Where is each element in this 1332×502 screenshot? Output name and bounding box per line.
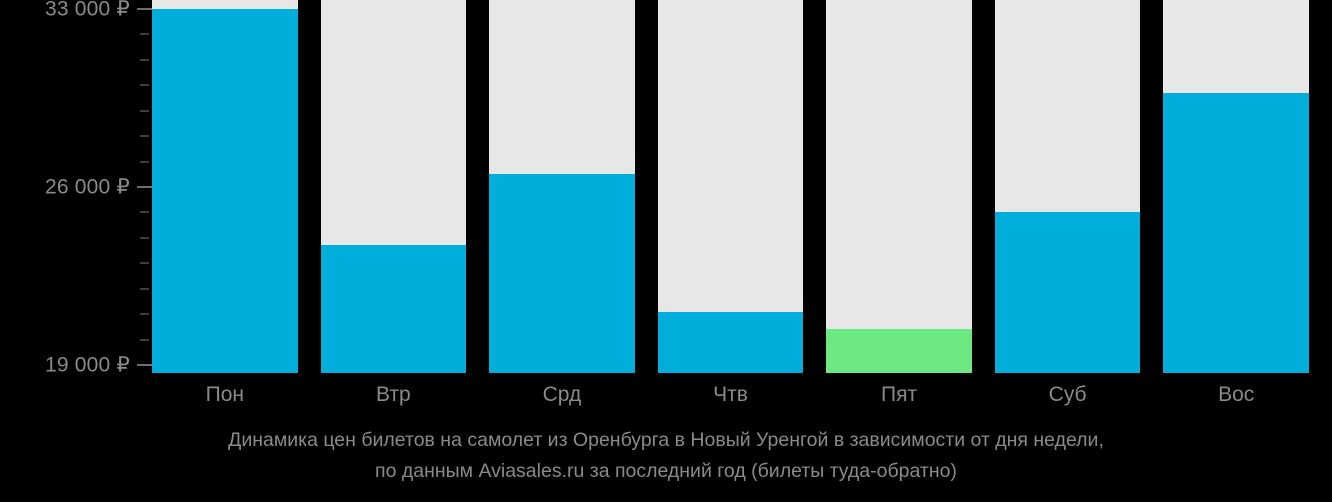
y-axis-label: 26 000 ₽ <box>44 175 130 199</box>
y-axis-tick-minor <box>140 58 149 61</box>
x-axis-label-вос: Вос <box>1218 383 1255 406</box>
y-axis-tick-minor <box>140 338 149 341</box>
chart-caption: Динамика цен билетов на самолет из Оренб… <box>0 425 1332 487</box>
x-axis-label-пон: Пон <box>205 383 244 406</box>
bar-fill <box>152 9 298 373</box>
y-axis: 33 000 ₽ 26 000 ₽ 19 000 ₽ <box>0 0 152 377</box>
y-axis-label: 33 000 ₽ <box>44 0 130 21</box>
y-axis-tick-minor <box>140 313 149 316</box>
bar-track <box>657 0 804 373</box>
y-axis-tick-minor <box>140 135 149 138</box>
bar-fill-highlight <box>826 329 972 373</box>
bar-вос[interactable] <box>1163 0 1309 373</box>
bar-пон[interactable] <box>152 0 298 373</box>
bar-пят[interactable] <box>826 0 972 373</box>
y-axis-tick-minor <box>140 236 149 239</box>
y-axis-tick-minor <box>140 160 149 163</box>
bar-втр[interactable] <box>320 0 467 373</box>
bar-fill <box>657 311 804 373</box>
x-axis-label-чтв: Чтв <box>713 383 748 406</box>
caption-line-1: Динамика цен билетов на самолет из Оренб… <box>228 429 1104 451</box>
y-axis-tick-minor <box>140 109 149 112</box>
bar-fill <box>1163 92 1309 373</box>
bar-срд[interactable] <box>489 0 635 373</box>
x-axis-label-суб: Суб <box>1048 383 1087 406</box>
bar-суб[interactable] <box>994 0 1141 373</box>
bar-fill <box>489 174 635 373</box>
bar-fill <box>994 212 1141 373</box>
x-axis: Пон Втр Срд Чтв Пят Суб Вос <box>152 373 1332 421</box>
bar-чтв[interactable] <box>657 0 804 373</box>
y-axis-tick-minor <box>140 33 149 36</box>
y-axis-tick-minor <box>140 287 149 290</box>
x-axis-label-втр: Втр <box>376 383 411 406</box>
bar-track <box>826 0 972 373</box>
x-axis-label-срд: Срд <box>542 383 582 406</box>
x-axis-label-пят: Пят <box>881 383 918 406</box>
y-axis-tick-minor <box>140 211 149 214</box>
y-axis-tick-minor <box>140 84 149 87</box>
plot-area <box>152 0 1332 373</box>
y-axis-tick-major <box>137 8 152 10</box>
y-axis-tick-major <box>137 186 152 188</box>
y-axis-label: 19 000 ₽ <box>44 353 130 377</box>
bar-fill <box>320 245 467 373</box>
y-axis-tick-minor <box>140 262 149 265</box>
y-axis-tick-major <box>137 364 152 366</box>
caption-line-2: по данным Aviasales.ru за последний год … <box>375 460 957 482</box>
